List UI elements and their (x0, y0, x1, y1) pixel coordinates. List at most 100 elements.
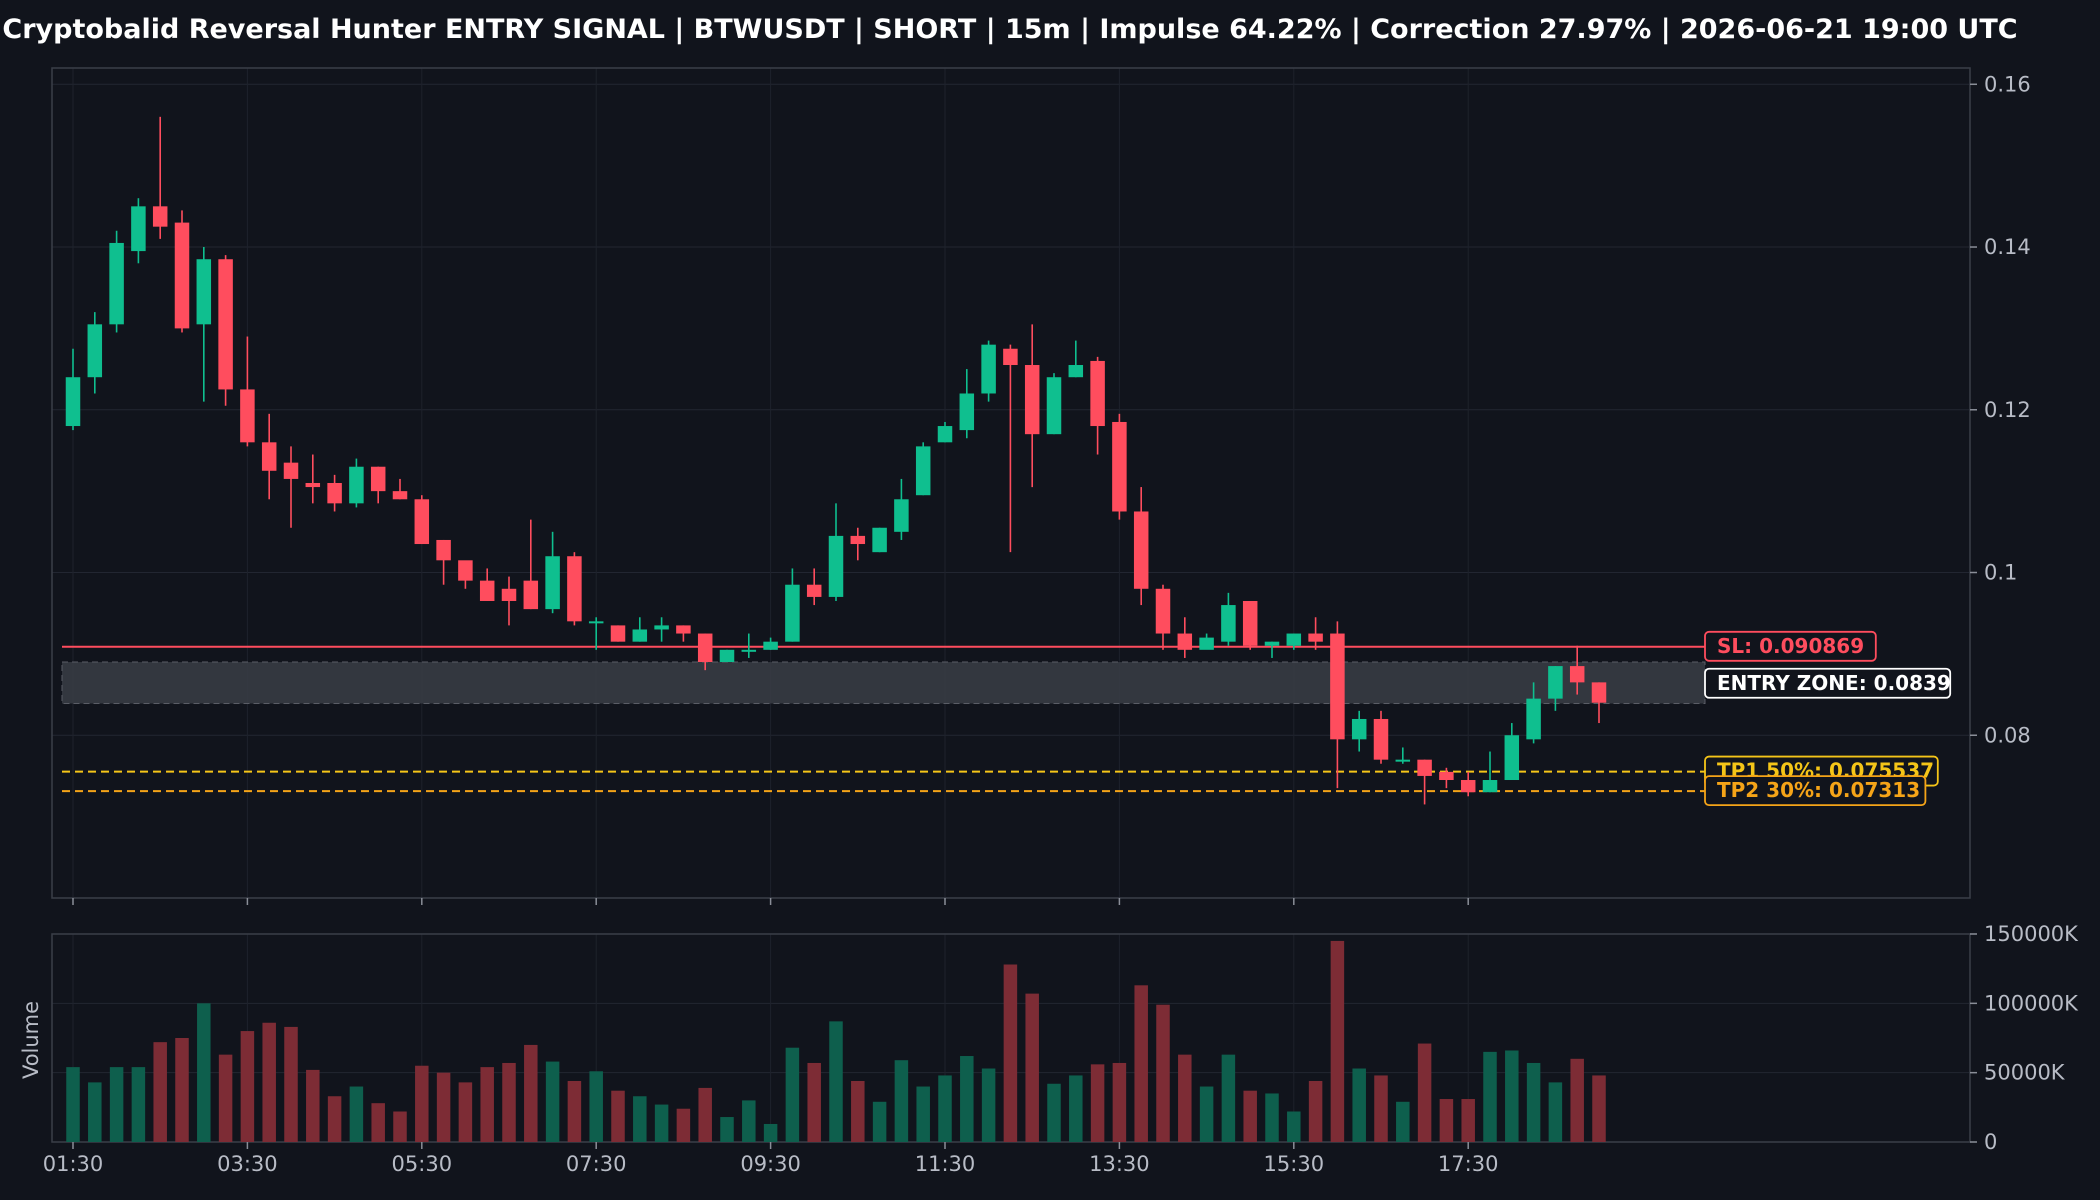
candle (261, 413, 277, 500)
candle (785, 568, 800, 642)
candle (1504, 723, 1520, 781)
candle-body (1439, 771, 1454, 781)
candle-body (719, 649, 735, 663)
volume-bar (611, 1090, 625, 1142)
candle (588, 617, 604, 650)
candle (109, 230, 124, 333)
candle-body (654, 625, 669, 630)
volume-bar (131, 1067, 146, 1142)
time-tick-label: 01:30 (43, 1152, 104, 1176)
candle-body (937, 426, 953, 443)
volume-bar (197, 1003, 211, 1142)
volume-bar (218, 1054, 233, 1142)
candle (479, 568, 495, 601)
price-tick-label: 0.1 (1984, 561, 2017, 585)
volume-bar (1483, 1051, 1497, 1142)
entry-zone-band (61, 661, 1706, 705)
volume-bar (1330, 940, 1345, 1142)
candle (1090, 356, 1105, 455)
volume-bar (1592, 1075, 1606, 1142)
time-axis: 01:30 03:30 05:30 07:30 09:30 11:30 13:30 15:30… (43, 898, 1499, 1176)
candle (1003, 344, 1018, 553)
candle-body (1417, 759, 1432, 776)
candle-body (763, 641, 778, 650)
volume-bar (1417, 1043, 1432, 1142)
volume-bar (1025, 993, 1039, 1142)
candle (1308, 617, 1323, 650)
candle-body (1569, 666, 1585, 683)
volume-bar (1090, 1064, 1105, 1142)
volume-bar (785, 1047, 800, 1142)
volume-bar (1287, 1111, 1301, 1142)
candle-body (1591, 682, 1607, 703)
candle-body (65, 377, 81, 427)
time-tick-label: 11:30 (915, 1152, 976, 1176)
candle-body (785, 584, 800, 642)
candle-body (1112, 421, 1127, 512)
volume-bar (807, 1062, 821, 1142)
candle-body (305, 483, 321, 488)
volume-bar (1199, 1086, 1214, 1142)
candle (1373, 710, 1389, 764)
candle-body (1548, 666, 1563, 699)
volume-bar (633, 1096, 647, 1142)
candle (763, 637, 778, 650)
candle-body (218, 259, 233, 390)
candle-body (283, 462, 299, 479)
volume-bar (480, 1067, 494, 1142)
candle (349, 458, 364, 508)
candle (676, 625, 691, 642)
candle (131, 198, 146, 264)
sl-tag: SL: 0.090869 (1704, 630, 1877, 662)
candle (1569, 645, 1585, 695)
volume-bar (763, 1123, 778, 1142)
candle (1199, 633, 1214, 650)
candle-body (915, 446, 931, 496)
candle (1112, 413, 1127, 520)
candle-body (479, 580, 495, 601)
volume-tick-label: 50000K (1984, 1061, 2066, 1085)
candle-body (87, 324, 103, 378)
candle-body (131, 206, 146, 252)
volume-bar (1156, 1004, 1170, 1142)
volume-tick-label: 0 (1984, 1130, 1997, 1154)
time-tick-label: 17:30 (1438, 1152, 1499, 1176)
candle (567, 552, 582, 626)
volume-bars (66, 940, 1606, 1142)
volume-bar (916, 1086, 930, 1142)
price-axis: 0.08 0.1 0.12 0.14 0.16 (1970, 72, 2031, 747)
candle (1351, 710, 1367, 752)
volume-bar (458, 1082, 473, 1142)
candle (174, 210, 190, 333)
volume-bar (436, 1072, 451, 1142)
entry-zone-tag-text: ENTRY ZONE: 0.0839 (1717, 671, 1951, 695)
tp2-tag-text: TP2 30%: 0.07313 (1717, 778, 1920, 802)
volume-bar (240, 1031, 255, 1142)
candle-body (1221, 605, 1236, 642)
volume-bar (545, 1061, 560, 1142)
candle (1024, 324, 1040, 488)
candle (501, 576, 517, 626)
candle-body (196, 259, 212, 325)
volume-bar (1570, 1058, 1584, 1142)
volume-bar (1003, 964, 1018, 1142)
candle-body (1242, 600, 1258, 646)
time-tick-label: 05:30 (392, 1152, 453, 1176)
volume-bar (1439, 1099, 1454, 1142)
volume-bar (175, 1038, 189, 1142)
entry-zone-tag: ENTRY ZONE: 0.0839 (1704, 667, 1952, 699)
candle-body (1330, 633, 1345, 740)
volume-bar (851, 1080, 865, 1142)
candle (1177, 617, 1193, 658)
volume-bar (371, 1103, 385, 1142)
volume-bar (960, 1056, 974, 1142)
candle-body (1351, 718, 1367, 740)
volume-bar (1178, 1054, 1192, 1142)
volume-bar (1221, 1054, 1236, 1142)
candle (1286, 633, 1302, 650)
candle-body (152, 206, 168, 227)
chart-title: Cryptobalid Reversal Hunter ENTRY SIGNAL… (2, 14, 2018, 45)
candle (218, 255, 233, 406)
volume-bar (1047, 1083, 1061, 1142)
candle-body (1177, 633, 1193, 650)
